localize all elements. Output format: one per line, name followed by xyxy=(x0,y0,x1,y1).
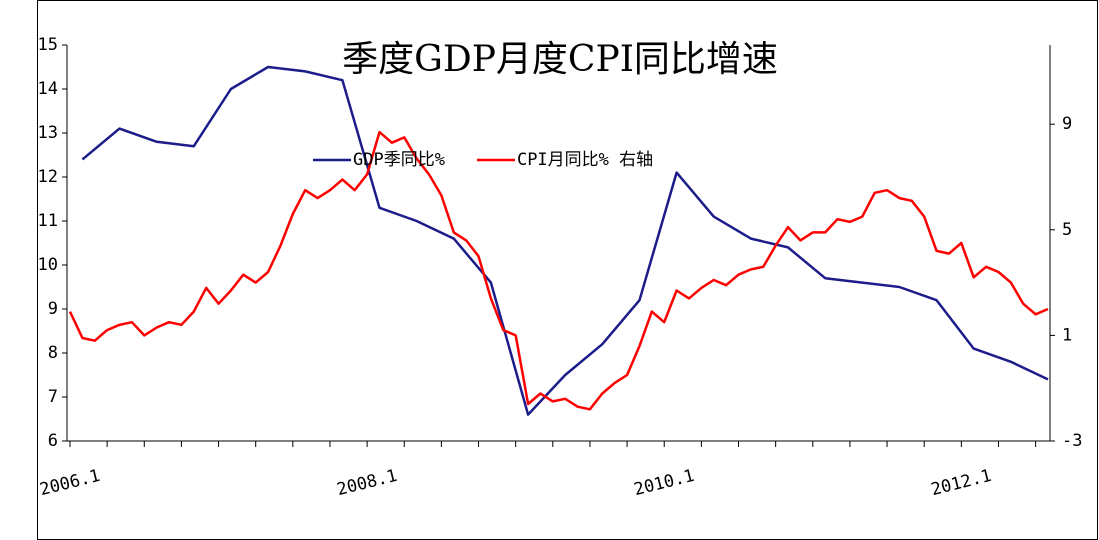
y-tick-label: 9 xyxy=(48,299,58,319)
y-tick-label: 14 xyxy=(38,79,58,99)
chart-frame xyxy=(37,0,1098,540)
y2-tick-label: 1 xyxy=(1062,325,1072,345)
y-tick-label: 15 xyxy=(38,35,58,55)
y2-tick-label: -3 xyxy=(1062,431,1082,451)
x-tick-label: 2008.1 xyxy=(335,466,399,500)
y-tick-label: 10 xyxy=(38,255,58,275)
y-tick-label: 8 xyxy=(48,343,58,363)
x-tick-label: 2010.1 xyxy=(632,466,696,500)
y-tick-label: 12 xyxy=(38,167,58,187)
y-tick-label: 11 xyxy=(38,211,58,231)
legend-label: CPI月同比% 右轴 xyxy=(517,150,653,170)
legend-label: GDP季同比% xyxy=(353,150,445,170)
series-line xyxy=(81,65,1049,416)
y2-tick-label: 9 xyxy=(1062,114,1072,134)
y2-tick-label: 5 xyxy=(1062,220,1072,240)
series-line xyxy=(68,130,1049,411)
y-tick-label: 6 xyxy=(48,431,58,451)
x-tick-label: 2012.1 xyxy=(929,466,993,500)
y-tick-label: 13 xyxy=(38,123,58,143)
y-tick-label: 7 xyxy=(48,387,58,407)
chart-title: 季度GDP月度CPI同比增速 xyxy=(342,39,778,80)
x-tick-label: 2006.1 xyxy=(38,466,102,500)
